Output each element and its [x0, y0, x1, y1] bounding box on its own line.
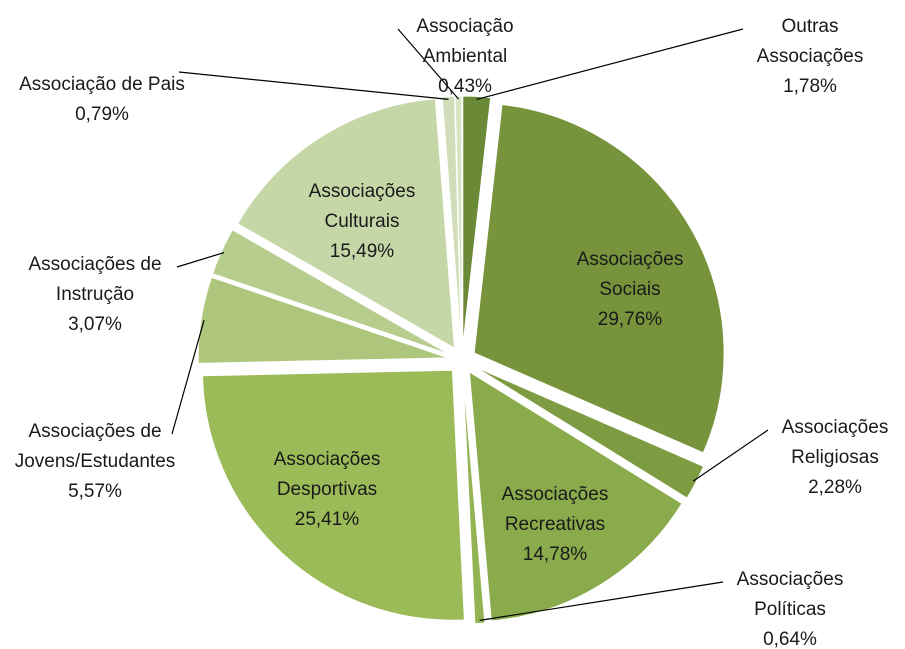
- leader-line: [397, 28, 459, 100]
- leader-line: [171, 320, 205, 435]
- pie-slice: [473, 104, 725, 454]
- value-label: 0,79%: [75, 104, 129, 125]
- category-name: Associações Políticas: [736, 569, 844, 620]
- pie-slice: [462, 373, 486, 625]
- pie-slice: [468, 370, 683, 622]
- data-label: Associações de Jovens/Estudantes 5,57%: [10, 417, 180, 507]
- data-label: Associações Culturais 15,49%: [282, 177, 442, 267]
- leader-line: [479, 581, 724, 621]
- pie-slice: [197, 276, 449, 364]
- category-name: Associações de Instrução: [28, 254, 162, 305]
- value-label: 2,28%: [808, 477, 862, 498]
- pie-slice: [211, 229, 450, 355]
- category-name: Associação Ambiental: [416, 16, 514, 67]
- data-label: Associação Ambiental 0,43%: [390, 12, 540, 102]
- leader-line: [476, 28, 744, 100]
- pie-slice: [441, 95, 462, 347]
- category-name: Associações de Jovens/Estudantes: [14, 421, 176, 472]
- value-label: 15,49%: [329, 241, 395, 262]
- data-label: Associações Políticas 0,64%: [715, 565, 865, 649]
- data-label: Associações Religiosas 2,28%: [760, 413, 905, 503]
- value-label: 0,64%: [763, 629, 817, 649]
- pie-slice: [202, 369, 465, 621]
- value-label: 3,07%: [68, 314, 122, 335]
- pie-slice: [236, 98, 456, 350]
- leader-line: [692, 429, 769, 482]
- value-label: 5,57%: [68, 481, 122, 502]
- data-label: Associações de Instrução 3,07%: [5, 250, 185, 340]
- category-name: Associações Recreativas: [501, 484, 609, 535]
- category-name: Associações Culturais: [308, 181, 416, 232]
- category-name: Associações Religiosas: [781, 417, 889, 468]
- value-label: 0,43%: [438, 76, 492, 97]
- category-name: Outras Associações: [756, 16, 864, 67]
- category-name: Associações Sociais: [576, 249, 684, 300]
- value-label: 14,78%: [522, 544, 588, 565]
- category-name: Associações Desportivas: [273, 449, 381, 500]
- value-label: 29,76%: [597, 309, 663, 330]
- pie-slice: [474, 366, 705, 499]
- data-label: Associações Desportivas 25,41%: [242, 445, 412, 535]
- leader-line: [176, 251, 225, 268]
- leader-line: [178, 71, 449, 100]
- value-label: 25,41%: [294, 509, 360, 530]
- data-label: Associações Sociais 29,76%: [550, 245, 710, 335]
- data-label: Associações Recreativas 14,78%: [475, 480, 635, 570]
- category-name: Associação de Pais: [19, 74, 185, 95]
- value-label: 1,78%: [783, 76, 837, 97]
- data-label: Outras Associações 1,78%: [735, 12, 885, 102]
- pie-slice: [454, 95, 463, 347]
- pie-slice: [462, 95, 492, 347]
- data-label: Associação de Pais 0,79%: [17, 70, 187, 130]
